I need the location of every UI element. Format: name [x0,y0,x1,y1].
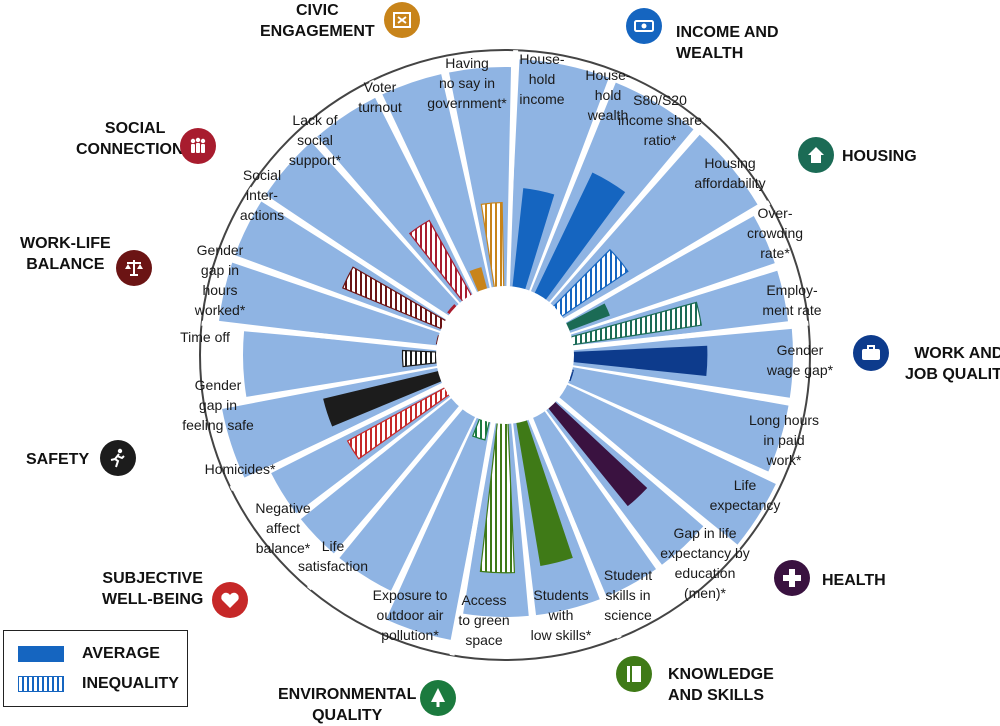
separator-worklife [201,320,438,351]
segment-health-1 [531,410,657,597]
indicator-label-wellbeing-0: Life satisfaction [298,538,368,574]
legend-average: AVERAGE [18,645,160,663]
bar-knowledge-0 [516,419,573,566]
legend-inequality: INEQUALITY [18,675,179,693]
heart-icon [212,582,248,618]
indicator-label-jobs-0: Employ-ment rate [762,282,821,318]
indicator-label-social-0: Social inter-actions [240,167,284,223]
segment-worklife-0 [219,262,441,347]
runner-icon [100,440,136,476]
indicator-label-safety-0: Homicides* [205,461,276,477]
segment-safety-1 [243,331,438,397]
category-title-housing: HOUSING [842,148,917,165]
indicator-label-income-2: S80/S20 income share ratio* [618,92,702,148]
segment-wellbeing-0 [300,397,461,554]
indicator-label-civic-0: Voter turnout [358,79,402,115]
segment-environment-1 [339,407,476,591]
house-icon [798,137,834,173]
legend: AVERAGE INEQUALITY [3,630,188,707]
indicator-label-environment-0: Access to green space [458,592,509,648]
bar-housing-0 [565,303,610,332]
legend-inequality-swatch [18,676,64,692]
bar-health-0 [547,401,648,507]
indicator-label-wellbeing-1: Negative affect balance* [255,500,310,556]
separator-wellbeing [307,405,464,591]
category-title-wellbeing: SUBJECTIVE WELL-BEING [102,570,204,608]
indicator-label-knowledge-0: Student skills in science [604,567,652,623]
bar-income-1 [534,172,626,301]
category-title-worklife: WORK-LIFE BALANCE [20,235,111,273]
indicator-label-jobs-2: Long hours in paid work* [749,412,819,468]
indicator-label-environment-1: Exposure to outdoor air pollution* [373,587,448,643]
indicator-label-housing-1: Over-crowding rate* [747,205,803,261]
briefcase-icon [853,335,889,371]
legend-average-swatch [18,646,64,662]
indicator-label-civic-1: Having no say in government* [427,55,507,111]
separator-income [504,50,519,288]
scales-icon [116,250,152,286]
separator-health [555,396,741,553]
category-title-health: HEALTH [822,572,886,589]
indicator-label-jobs-1: Gender wage gap* [766,342,834,378]
separator-jobs [572,320,809,351]
segment-social-0 [265,141,460,318]
category-title-knowledge: KNOWLEDGE AND SKILLS [668,666,774,704]
separator-safety [229,382,445,491]
bar-social-0 [447,304,457,315]
indicator-label-income-1: House-hold wealth [585,67,630,123]
bar-jobs-0 [572,345,708,377]
separator-civic [369,79,478,295]
category-title-civic: CIVIC ENGAGEMENT [260,2,375,40]
segment-environment-0 [386,417,493,640]
indicator-label-knowledge-1: Students with low skills* [531,587,592,643]
separator-social [247,186,450,321]
segment-housing-0 [564,215,775,334]
ballot-icon [384,2,420,38]
people-icon [180,128,216,164]
legend-inequality-label: INEQUALITY [82,675,179,692]
indicator-label-safety-1: Gender gap in feeling safe [182,377,254,433]
cross-icon [774,560,810,596]
bar-civic-0 [469,267,488,293]
wheel-center [436,286,574,424]
segment-jobs-2 [557,384,776,545]
segment-civic-0 [382,74,490,294]
indicator-label-health-0: Life expectancy [710,477,781,513]
tree-icon [420,680,456,716]
money-icon [626,8,662,44]
category-title-social: SOCIAL CONNECTIONS [76,120,195,158]
indicator-label-income-0: House-hold income [519,51,564,107]
indicator-label-social-1: Lack of social support* [289,112,342,168]
book-icon [616,656,652,692]
indicator-label-worklife-1: Gender gap in hours worked* [194,242,246,318]
bar-income-0 [512,188,555,290]
category-title-safety: SAFETY [26,451,90,468]
bar-safety-0 [323,370,443,427]
category-title-income: INCOME AND WEALTH [676,24,779,62]
separator-knowledge [528,417,622,639]
indicator-label-worklife-0: Time off [180,329,230,345]
legend-average-label: AVERAGE [82,645,160,662]
indicator-label-health-1: Gap in life expectancy by education (men)* [660,525,750,601]
category-title-environment: ENVIRONMENTAL QUALITY [278,686,417,724]
indicator-label-housing-0: Housing affordability [694,155,765,191]
separator-environment [449,421,496,656]
separator-housing [562,200,771,324]
segment-jobs-1 [567,366,789,472]
